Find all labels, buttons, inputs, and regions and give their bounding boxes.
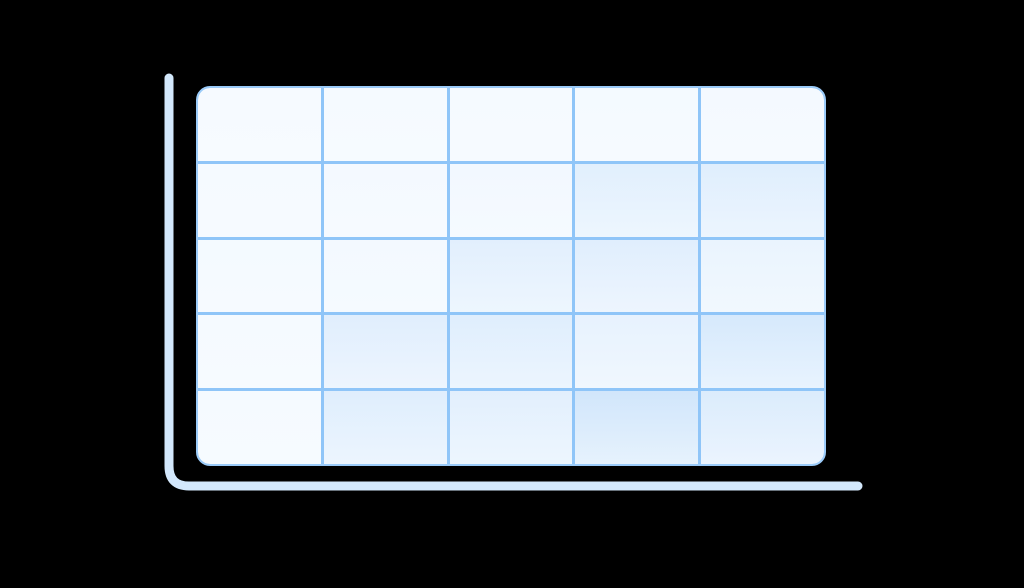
heatmap-cell[interactable] <box>449 163 573 237</box>
heatmap-cell[interactable] <box>198 239 321 313</box>
heatmap-cell[interactable] <box>575 88 699 161</box>
heatmap-cell[interactable] <box>449 391 573 464</box>
heatmap-cell[interactable] <box>575 239 699 313</box>
heatmap-cell[interactable] <box>323 391 447 464</box>
heatmap-cell[interactable] <box>701 88 824 161</box>
heatmap-cell[interactable] <box>575 315 699 389</box>
heatmap-cell[interactable] <box>323 88 447 161</box>
heatmap-cell[interactable] <box>701 391 824 464</box>
heatmap-cell[interactable] <box>575 391 699 464</box>
heatmap-cell[interactable] <box>323 163 447 237</box>
heatmap-cell[interactable] <box>449 239 573 313</box>
heatmap-cell[interactable] <box>323 315 447 389</box>
heatmap-cell[interactable] <box>198 391 321 464</box>
heatmap-cell[interactable] <box>449 315 573 389</box>
heatmap-cell[interactable] <box>198 88 321 161</box>
heatmap-cell[interactable] <box>323 239 447 313</box>
heatmap-cell[interactable] <box>701 315 824 389</box>
heatmap-cell[interactable] <box>449 88 573 161</box>
heatmap-cell[interactable] <box>198 163 321 237</box>
heatmap-plot <box>196 86 826 466</box>
heatmap-cell[interactable] <box>198 315 321 389</box>
heatmap-cell[interactable] <box>575 163 699 237</box>
heatmap-grid <box>198 88 824 464</box>
heatmap-cell[interactable] <box>701 163 824 237</box>
heatmap-cell[interactable] <box>701 239 824 313</box>
